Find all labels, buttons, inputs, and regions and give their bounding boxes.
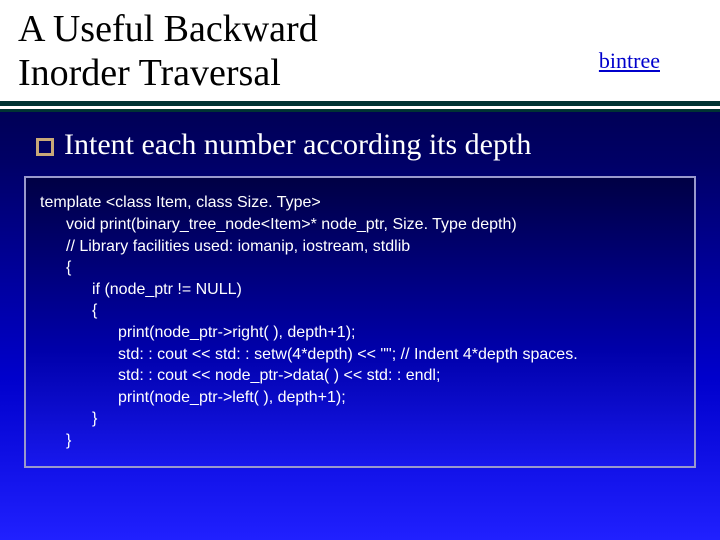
bullet-text: Intent each number according its depth <box>64 128 531 162</box>
bintree-link[interactable]: bintree <box>599 48 660 74</box>
code-line: print(node_ptr->right( ), depth+1); <box>40 322 680 344</box>
title-line-1: A Useful Backward <box>18 8 318 50</box>
bullet-row: Intent each number according its depth <box>0 112 720 176</box>
code-line: } <box>40 408 680 430</box>
code-line: print(node_ptr->left( ), depth+1); <box>40 387 680 409</box>
code-block: template <class Item, class Size. Type> … <box>24 176 696 467</box>
code-line: { <box>40 257 680 279</box>
header: A Useful Backward Inorder Traversal bint… <box>0 0 720 101</box>
square-bullet-icon <box>36 138 54 156</box>
code-line: std: : cout << node_ptr->data( ) << std:… <box>40 365 680 387</box>
code-line: template <class Item, class Size. Type> <box>40 192 680 214</box>
code-line: std: : cout << std: : setw(4*depth) << "… <box>40 344 680 366</box>
code-line: // Library facilities used: iomanip, ios… <box>40 236 680 258</box>
title-line-2: Inorder Traversal <box>18 52 281 94</box>
code-line: } <box>40 430 680 452</box>
code-line: if (node_ptr != NULL) <box>40 279 680 301</box>
code-line: { <box>40 300 680 322</box>
code-line: void print(binary_tree_node<Item>* node_… <box>40 214 680 236</box>
